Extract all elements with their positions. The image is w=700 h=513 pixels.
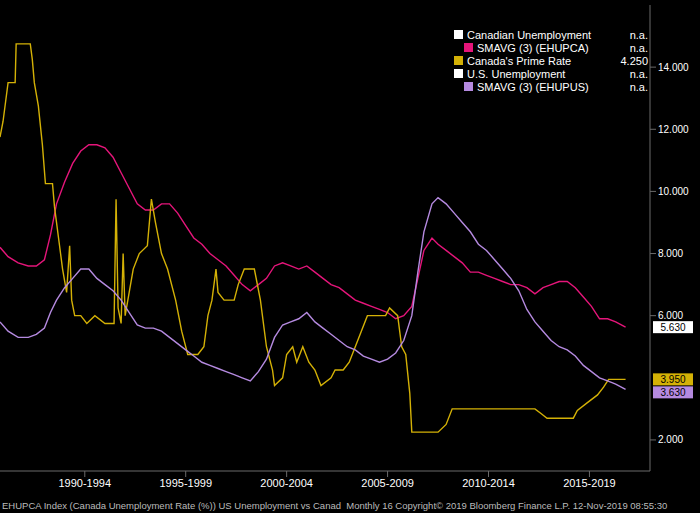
- svg-text:5.630: 5.630: [660, 322, 685, 333]
- svg-text:3.950: 3.950: [660, 374, 685, 385]
- svg-text:10.000: 10.000: [658, 186, 689, 197]
- html-text:U.S. Unemployment: U.S. Unemployment: [467, 67, 566, 80]
- html-text:SMAVG (3) (EHUPCA): SMAVG (3) (EHUPCA): [477, 41, 589, 54]
- svg-text:8.000: 8.000: [658, 248, 683, 259]
- svg-text:1995-1999: 1995-1999: [159, 477, 212, 489]
- html-text:n.a.: n.a.: [629, 28, 648, 41]
- svg-text:2000-2004: 2000-2004: [260, 477, 313, 489]
- html-text:n.a.: n.a.: [629, 41, 648, 54]
- svg-text:2010-2014: 2010-2014: [462, 477, 515, 489]
- svg-text:3.630: 3.630: [660, 387, 685, 398]
- html-text:Canadian Unemployment: Canadian Unemployment: [467, 28, 592, 41]
- svg-text:6.000: 6.000: [658, 310, 683, 321]
- html-text:Canada's Prime Rate: Canada's Prime Rate: [467, 54, 572, 67]
- svg-text:2005-2009: 2005-2009: [361, 477, 414, 489]
- svg-text:14.000: 14.000: [658, 62, 689, 73]
- html-text:EHUPCA Index (Canada Unemploym: EHUPCA Index (Canada Unemployment Rate (…: [2, 500, 668, 511]
- svg-text:2.000: 2.000: [658, 434, 683, 445]
- svg-text:2015-2019: 2015-2019: [563, 477, 616, 489]
- svg-text:1990-1994: 1990-1994: [58, 477, 111, 489]
- svg-text:12.000: 12.000: [658, 124, 689, 135]
- html-text:n.a.: n.a.: [629, 67, 648, 80]
- html-text:4.250: 4.250: [620, 54, 648, 67]
- html-text:SMAVG (3) (EHUPUS): SMAVG (3) (EHUPUS): [477, 80, 589, 93]
- html-text:n.a.: n.a.: [629, 80, 648, 93]
